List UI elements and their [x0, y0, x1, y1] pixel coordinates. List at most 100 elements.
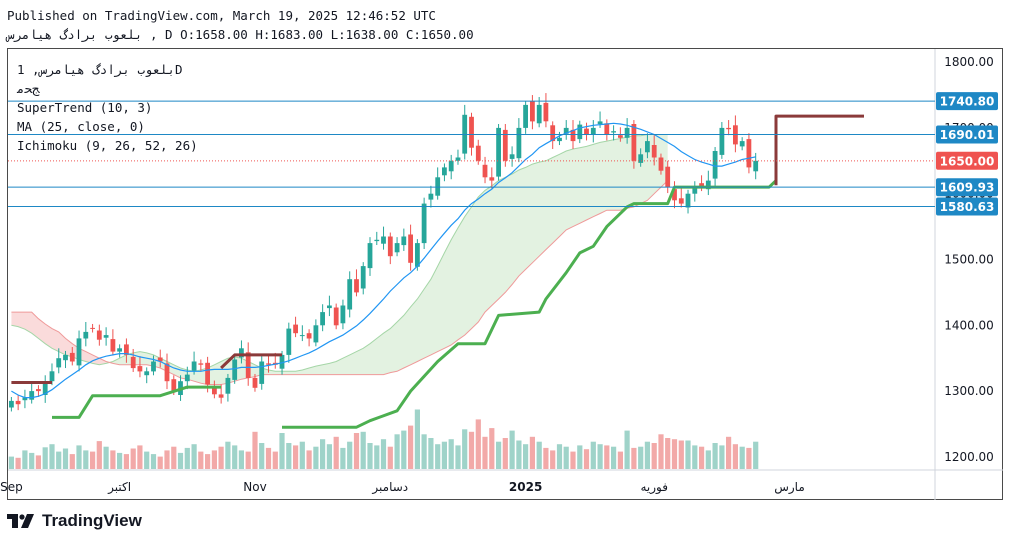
volume-bar [137, 445, 143, 469]
volume-bar [726, 436, 732, 469]
ohlc-summary: بلعوب برادگ هیامرس , D O:1658.00 H:1683.… [7, 27, 474, 42]
volume-bar [638, 446, 644, 469]
candle-body [597, 121, 603, 124]
volume-bar [732, 444, 738, 469]
volume-bar [35, 455, 41, 469]
volume-bar [753, 441, 759, 469]
volume-bar [265, 447, 272, 469]
candle-body [279, 354, 285, 369]
chart-frame[interactable] [7, 48, 1003, 500]
candle-body [212, 388, 217, 395]
volume-bar [401, 430, 407, 469]
volume-bar [631, 447, 637, 469]
volume-bar [590, 441, 596, 469]
legend-ma[interactable]: MA (25, close, 0) [17, 119, 145, 134]
volume-bar [340, 447, 346, 469]
candle-body [645, 141, 650, 153]
candle-body [428, 193, 434, 200]
legend-exchange: ﺞﺤﻣ [17, 81, 40, 96]
candle-body [164, 363, 170, 382]
volume-bar [367, 443, 373, 469]
candle-body [394, 243, 400, 253]
y-tick-label: 1400.00 [944, 318, 994, 332]
candle-body [570, 129, 576, 142]
legend-symbol[interactable]: بلعوب برادگ هیامرس, 1D [17, 62, 183, 77]
volume-bar [62, 448, 69, 469]
volume-bar [543, 447, 549, 469]
candle-body [184, 374, 190, 382]
candle-body [117, 348, 122, 352]
volume-bar [374, 445, 380, 469]
volume-bar [218, 446, 224, 469]
candle-body [550, 125, 556, 142]
volume-bar [326, 444, 332, 469]
footer[interactable]: TradingView [7, 511, 142, 531]
volume-bar [42, 447, 48, 469]
volume-bar [658, 434, 664, 469]
supertrend-line [220, 353, 282, 370]
candle-body [523, 104, 528, 128]
volume-bar [428, 438, 434, 469]
candle-body [9, 400, 14, 408]
volume-bar [685, 440, 691, 469]
candle-body [29, 391, 35, 400]
candle-body [631, 124, 637, 161]
volume-bar [421, 434, 427, 469]
volume-bar [644, 441, 650, 469]
volume-bar [678, 440, 684, 469]
candle-body [340, 305, 346, 324]
candle-body [76, 338, 82, 366]
candle-body [442, 167, 447, 176]
price-label-bg [936, 178, 998, 197]
x-tick-label: اکتبر [107, 480, 131, 495]
candle-body [144, 371, 150, 376]
ichimoku-span-b [11, 180, 669, 385]
candle-body [469, 116, 474, 148]
volume-bar [15, 457, 21, 469]
volume-bar [516, 440, 522, 469]
volume-bar [550, 450, 556, 469]
candle-body [719, 127, 725, 155]
candle-body [753, 160, 759, 172]
candle-body [624, 127, 630, 138]
candle-body [584, 128, 589, 135]
candle-body [333, 307, 339, 326]
legend-supertrend[interactable]: SuperTrend (10, 3) [17, 100, 153, 115]
candle-body [90, 327, 95, 329]
volume-bar [441, 441, 447, 469]
x-tick-label: 2025 [509, 480, 542, 494]
y-tick-label: 1800.00 [944, 55, 994, 69]
volume-bar [665, 438, 671, 469]
candle-body [435, 177, 441, 196]
price-label-bg [936, 92, 998, 111]
volume-bar [8, 456, 14, 469]
volume-bar [29, 452, 35, 469]
candle-body [516, 127, 522, 159]
candle-body [96, 330, 102, 340]
tradingview-logo-icon [7, 514, 34, 528]
x-tick-label: Nov [243, 480, 266, 494]
volume-bar [529, 436, 535, 469]
candle-body [83, 331, 89, 339]
candle-body [367, 243, 373, 269]
candle-body [124, 344, 129, 355]
candle-body [110, 339, 116, 352]
volume-bar [49, 444, 55, 469]
x-tick-label: مارس [774, 480, 805, 495]
price-label: 1609.93 [940, 181, 995, 195]
candle-body [685, 193, 691, 208]
legend-ichimoku[interactable]: Ichimoku (9, 26, 52, 26) [17, 138, 198, 153]
price-label: 1690.01 [940, 128, 995, 142]
volume-bar [252, 431, 258, 469]
volume-bar [624, 430, 630, 469]
volume-bar [293, 445, 299, 469]
volume-bar [117, 452, 123, 469]
volume-bar [259, 443, 265, 469]
volume-bar [523, 444, 529, 469]
candle-body [482, 164, 488, 178]
candle-body [387, 236, 393, 257]
ichimoku-span-a [11, 134, 668, 372]
candle-body [354, 279, 359, 293]
x-tick-label: دسامبر [371, 480, 408, 495]
